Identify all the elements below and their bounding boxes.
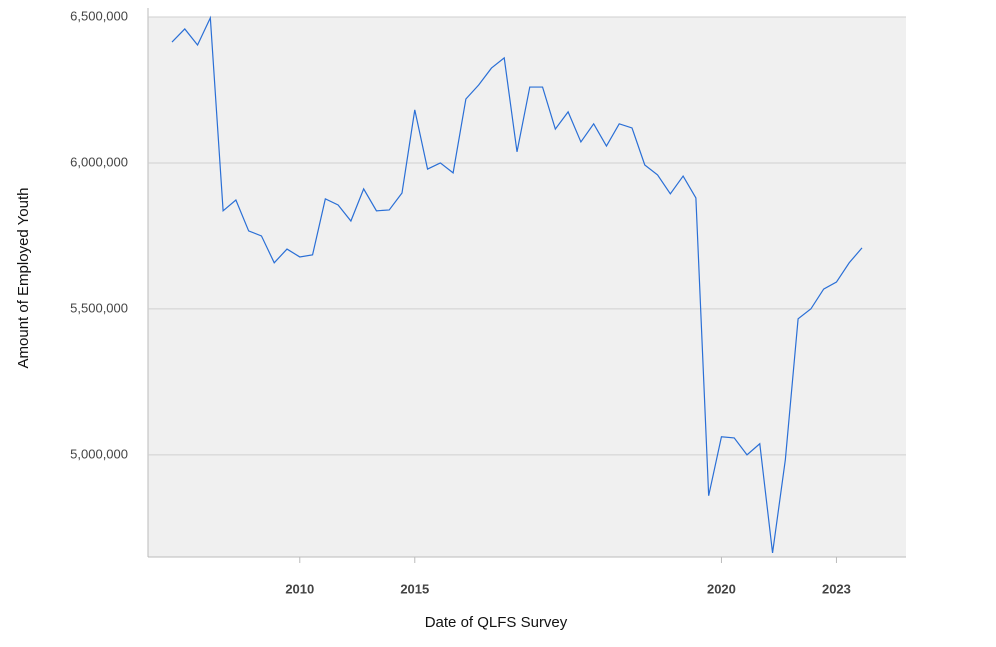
line-series bbox=[171, 15, 863, 553]
x-axis-title: Date of QLFS Survey bbox=[425, 614, 568, 631]
x-tick-label: 2010 bbox=[285, 581, 314, 596]
plot-area bbox=[148, 17, 906, 557]
x-tick-label: 2020 bbox=[707, 581, 736, 596]
y-axis-title: Amount of Employed Youth bbox=[15, 188, 32, 369]
x-tick-label: 2023 bbox=[822, 581, 851, 596]
y-tick-label: 5,000,000 bbox=[70, 446, 128, 461]
x-tick-label: 2015 bbox=[400, 581, 429, 596]
y-tick-label: 6,000,000 bbox=[70, 154, 128, 169]
y-tick-label: 6,500,000 bbox=[70, 8, 128, 23]
y-tick-label: 5,500,000 bbox=[70, 300, 128, 315]
